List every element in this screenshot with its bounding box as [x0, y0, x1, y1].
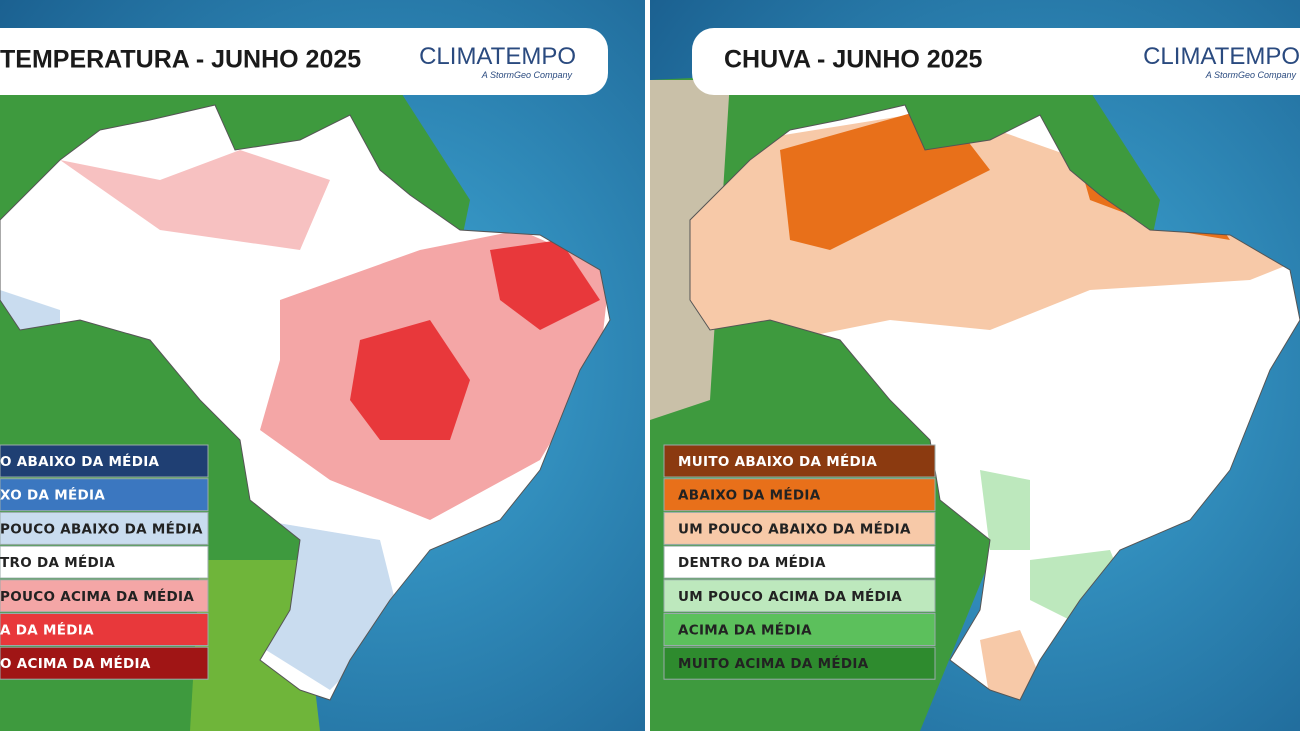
legend-label: UM POUCO ABAIXO DA MÉDIA: [678, 520, 911, 537]
legend-label: O ABAIXO DA MÉDIA: [0, 453, 160, 470]
legend-swatch: [663, 646, 936, 680]
land: [190, 560, 320, 731]
panel-title: CHUVA - JUNHO 2025: [724, 46, 982, 74]
panel-title: TEMPERATURA - JUNHO 2025: [0, 46, 361, 74]
logo: CLIMATEMPO: [419, 43, 576, 70]
legend-swatch: [663, 444, 936, 478]
legend-swatch: [0, 579, 209, 613]
legend-swatch: [663, 545, 936, 579]
title-bar: [692, 28, 1300, 95]
legend-swatch: [663, 579, 936, 613]
legend-label: XO DA MÉDIA: [0, 487, 105, 504]
legend-swatch: [663, 511, 936, 545]
legend-swatch: [0, 511, 209, 545]
legend-swatch: [0, 444, 209, 478]
legend-label: MUITO ABAIXO DA MÉDIA: [678, 453, 877, 470]
legend-label: ABAIXO DA MÉDIA: [678, 487, 821, 504]
legend-label: O ACIMA DA MÉDIA: [0, 655, 151, 672]
logo-tagline: A StormGeo Company: [1205, 70, 1297, 80]
legend-swatch: [663, 478, 936, 512]
legend-label: A DA MÉDIA: [0, 622, 94, 639]
legend-swatch: [0, 646, 209, 680]
title-bar: [0, 28, 608, 95]
logo-tagline: A StormGeo Company: [481, 70, 573, 80]
legend-swatch: [0, 613, 209, 646]
divider: [645, 0, 650, 731]
logo: CLIMATEMPO: [1143, 43, 1300, 70]
legend-swatch: [0, 478, 209, 512]
legend-swatch: [663, 613, 936, 646]
legend-label: UM POUCO ACIMA DA MÉDIA: [678, 588, 902, 605]
legend-label: DENTRO DA MÉDIA: [678, 554, 826, 571]
legend-label: POUCO ACIMA DA MÉDIA: [0, 588, 194, 605]
legend-label: TRO DA MÉDIA: [0, 554, 115, 571]
legend-swatch: [0, 545, 209, 579]
legend-label: POUCO ABAIXO DA MÉDIA: [0, 520, 203, 537]
legend-label: ACIMA DA MÉDIA: [678, 622, 812, 639]
legend-label: MUITO ACIMA DA MÉDIA: [678, 655, 869, 672]
